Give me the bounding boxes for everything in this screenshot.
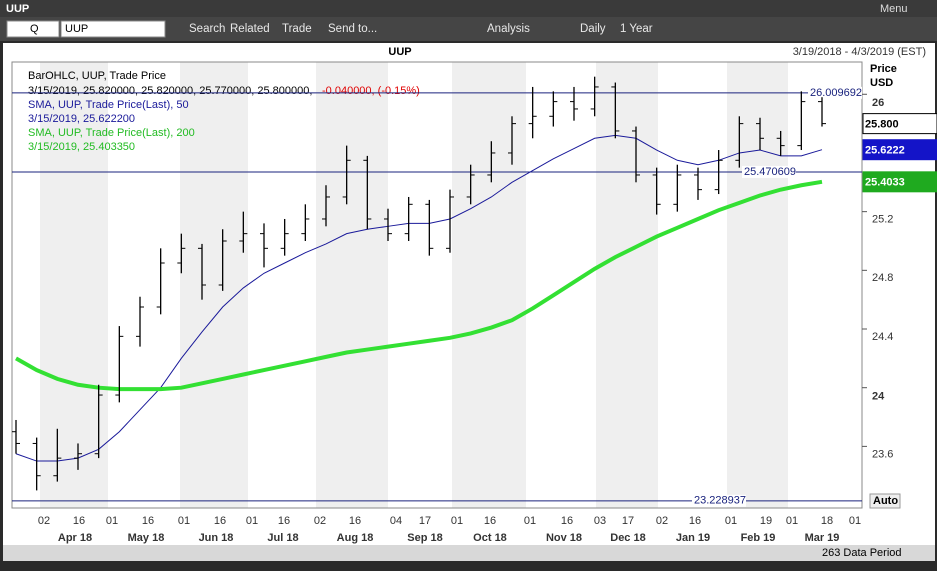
x-tick-label: 03 bbox=[594, 515, 606, 527]
y-axis-unit: USD bbox=[870, 77, 893, 89]
x-tick-label: 01 bbox=[451, 515, 463, 527]
price-tag-label: 25.4033 bbox=[865, 177, 905, 189]
x-tick-label: 01 bbox=[178, 515, 190, 527]
symbol-type-label: Q bbox=[30, 23, 39, 35]
legend-sma50: SMA, UUP, Trade Price(Last), 50 bbox=[28, 99, 189, 111]
month-band bbox=[40, 62, 108, 508]
y-tick-label: 25.2 bbox=[872, 214, 893, 226]
x-tick-label: 01 bbox=[786, 515, 798, 527]
symbol-input[interactable] bbox=[60, 20, 166, 38]
x-tick-label: 17 bbox=[419, 515, 431, 527]
y-tick-label: 24.8 bbox=[872, 272, 893, 284]
date-range: 3/19/2018 - 4/3/2019 (EST) bbox=[793, 46, 926, 58]
level-label-bg bbox=[742, 165, 796, 178]
symbol-input-text: UUP bbox=[65, 23, 88, 35]
x-tick-label: 16 bbox=[142, 515, 154, 527]
x-tick-label: 16 bbox=[689, 515, 701, 527]
level-label: 26.009692 bbox=[810, 87, 862, 99]
x-month-label: Jul 18 bbox=[267, 532, 298, 544]
level-label: 25.470609 bbox=[744, 166, 796, 178]
send-to[interactable]: Send to... bbox=[328, 23, 377, 35]
x-tick-label: 01 bbox=[524, 515, 536, 527]
y-tick-label: 26 bbox=[872, 97, 884, 109]
level-label: 23.228937 bbox=[694, 495, 746, 507]
legend-ohlc-readout: 3/15/2019, 25.820000, 25.820000, 25.7700… bbox=[28, 85, 312, 97]
x-tick-label: 16 bbox=[73, 515, 85, 527]
month-band bbox=[180, 62, 248, 508]
x-month-label: Apr 18 bbox=[58, 532, 92, 544]
price-tag bbox=[862, 113, 937, 135]
month-band bbox=[727, 62, 788, 508]
legend-ohlc: BarOHLC, UUP, Trade Price bbox=[28, 70, 166, 82]
search[interactable]: Search bbox=[189, 23, 225, 35]
x-month-label: May 18 bbox=[128, 532, 165, 544]
x-tick-label: 17 bbox=[622, 515, 634, 527]
auto-button[interactable] bbox=[869, 493, 901, 509]
analysis[interactable]: Analysis bbox=[487, 23, 530, 35]
y-axis-title: Price bbox=[870, 63, 897, 75]
data-period: 263 Data Period bbox=[822, 547, 902, 559]
plot-border bbox=[11, 61, 863, 509]
x-tick-label: 16 bbox=[349, 515, 361, 527]
x-tick-label: 16 bbox=[484, 515, 496, 527]
month-band bbox=[452, 62, 526, 508]
x-tick-label: 16 bbox=[561, 515, 573, 527]
title-bar bbox=[0, 0, 937, 17]
y-tick-label: 24 bbox=[872, 391, 885, 403]
x-month-label: Aug 18 bbox=[337, 532, 374, 544]
legend-sma50-readout: 3/15/2019, 25.622200 bbox=[28, 113, 135, 125]
menu[interactable]: Menu bbox=[880, 3, 908, 15]
x-tick-label: 16 bbox=[278, 515, 290, 527]
legend-change: -0.040000, (-0.15%) bbox=[322, 85, 420, 97]
x-month-label: Oct 18 bbox=[473, 532, 507, 544]
x-month-label: Jun 18 bbox=[199, 532, 234, 544]
window-title: UUP bbox=[6, 3, 29, 15]
period[interactable]: 1 Year bbox=[620, 23, 653, 35]
x-tick-label: 16 bbox=[214, 515, 226, 527]
x-tick-label: 18 bbox=[821, 515, 833, 527]
legend-sma200: SMA, UUP, Trade Price(Last), 200 bbox=[28, 127, 195, 139]
legend-sma200-readout: 3/15/2019, 25.403350 bbox=[28, 141, 135, 153]
x-tick-label: 02 bbox=[38, 515, 50, 527]
x-month-label: Dec 18 bbox=[610, 532, 645, 544]
month-band bbox=[316, 62, 388, 508]
y-tick-label: 23.6 bbox=[872, 448, 893, 460]
x-month-label: Mar 19 bbox=[805, 532, 840, 544]
level-label-bg bbox=[692, 494, 746, 507]
x-month-label: Jan 19 bbox=[676, 532, 710, 544]
month-band bbox=[596, 62, 658, 508]
price-tag bbox=[862, 171, 937, 193]
trade[interactable]: Trade bbox=[282, 23, 312, 35]
x-tick-label: 04 bbox=[390, 515, 402, 527]
x-tick-label: 02 bbox=[656, 515, 668, 527]
sma-line bbox=[15, 179, 823, 392]
price-tag bbox=[862, 139, 937, 161]
x-tick-label: 01 bbox=[725, 515, 737, 527]
x-tick-label: 01 bbox=[106, 515, 118, 527]
x-month-label: Sep 18 bbox=[407, 532, 442, 544]
x-tick-label: 01 bbox=[849, 515, 861, 527]
chart-title: UUP bbox=[388, 46, 411, 58]
price-tag-label: 25.800 bbox=[865, 119, 899, 131]
autoscale: Auto bbox=[873, 495, 898, 507]
symbol-type[interactable] bbox=[6, 20, 60, 38]
scrollbar[interactable] bbox=[3, 545, 935, 561]
related[interactable]: Related bbox=[230, 23, 270, 35]
level-label-bg bbox=[808, 86, 862, 99]
price-tag-label: 25.6222 bbox=[865, 145, 905, 157]
x-tick-label: 01 bbox=[246, 515, 258, 527]
x-tick-label: 19 bbox=[760, 515, 772, 527]
x-month-label: Feb 19 bbox=[741, 532, 776, 544]
x-month-label: Nov 18 bbox=[546, 532, 582, 544]
x-tick-label: 02 bbox=[314, 515, 326, 527]
sma-line bbox=[15, 134, 823, 462]
y-tick-label: 24.4 bbox=[872, 331, 893, 343]
interval[interactable]: Daily bbox=[580, 23, 606, 35]
